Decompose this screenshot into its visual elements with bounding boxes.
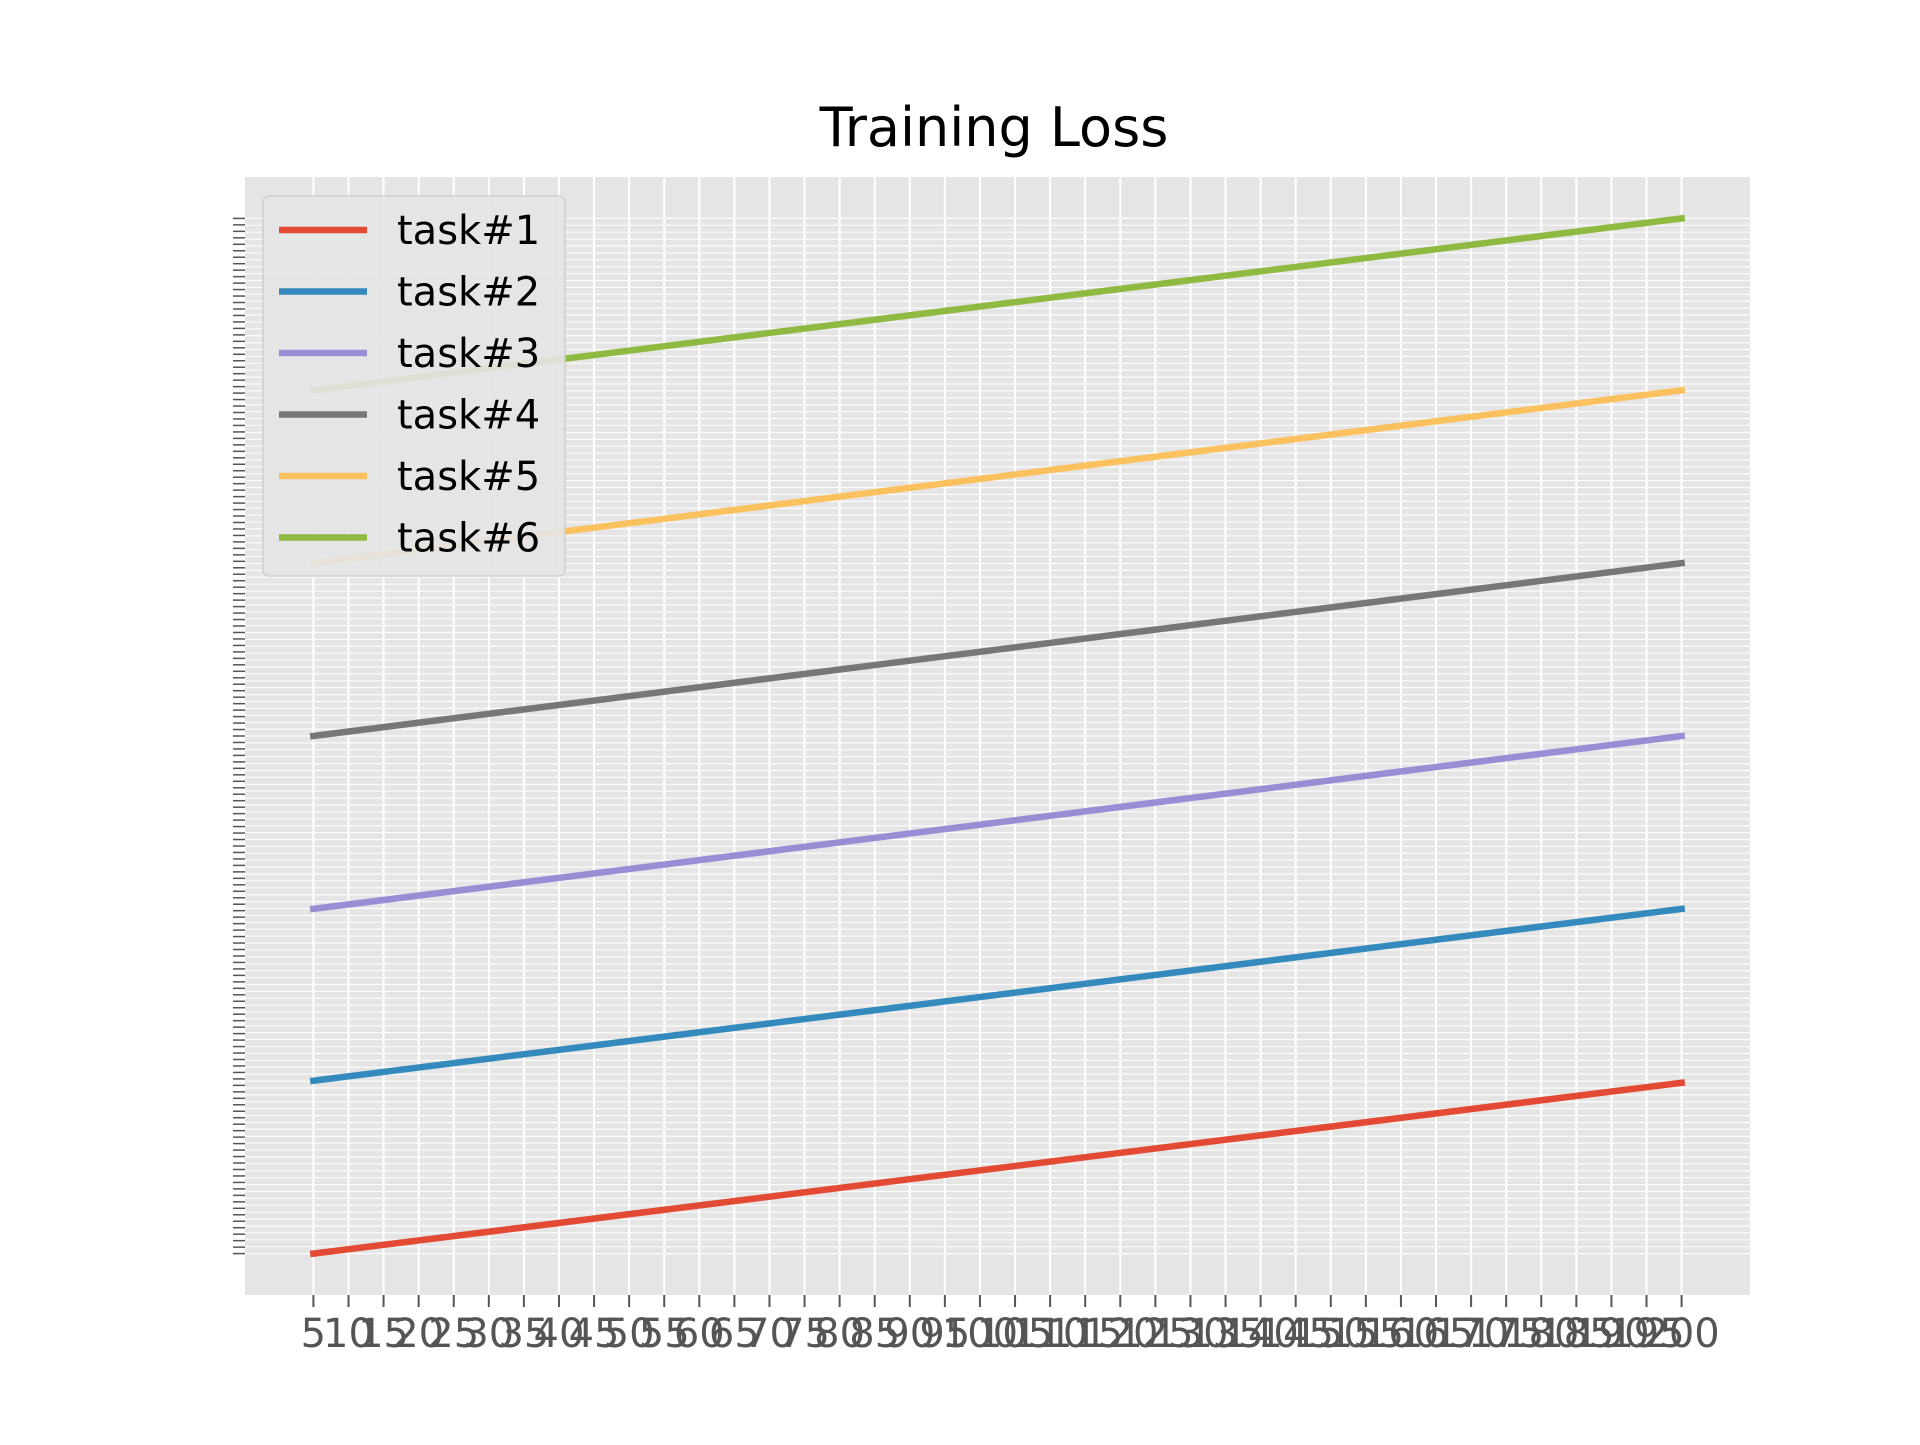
x-tick-label: 5 bbox=[301, 1311, 326, 1357]
series-line-task-1 bbox=[309, 1079, 1686, 1258]
x-tick-label: 40 bbox=[534, 1311, 585, 1357]
x-tick-label: 20 bbox=[393, 1311, 444, 1357]
x-tick-label: 100 bbox=[942, 1311, 1018, 1357]
chart-title: Training Loss bbox=[819, 96, 1169, 159]
x-tick-label: 10 bbox=[323, 1311, 374, 1357]
legend-label: task#4 bbox=[397, 393, 540, 439]
legend-label: task#6 bbox=[397, 516, 540, 562]
x-tick-label: 15 bbox=[358, 1311, 409, 1357]
x-tick-label: 75 bbox=[779, 1311, 830, 1357]
x-tick-label: 140 bbox=[1222, 1311, 1298, 1357]
x-tick-label: 95 bbox=[919, 1311, 970, 1357]
x-tick-label: 45 bbox=[569, 1311, 620, 1357]
x-tick-label: 195 bbox=[1608, 1311, 1684, 1357]
x-tick-label: 150 bbox=[1293, 1311, 1369, 1357]
x-tick-label: 25 bbox=[428, 1311, 479, 1357]
x-tick-label: 125 bbox=[1117, 1311, 1193, 1357]
x-tick-label: 130 bbox=[1152, 1311, 1228, 1357]
series-line-task-2 bbox=[309, 905, 1686, 1085]
legend: task#1 task#2 task#3 task#4 task#5 task#6 bbox=[262, 195, 566, 577]
x-tick-label: 160 bbox=[1363, 1311, 1439, 1357]
x-tick-label: 55 bbox=[639, 1311, 690, 1357]
x-tick-label: 155 bbox=[1328, 1311, 1404, 1357]
legend-label: task#1 bbox=[397, 208, 540, 254]
x-tick-label: 30 bbox=[463, 1311, 514, 1357]
y-axis-ticks bbox=[233, 217, 245, 1255]
series-line-task-3 bbox=[309, 732, 1686, 913]
x-tick-label: 180 bbox=[1503, 1311, 1579, 1357]
x-tick-label: 170 bbox=[1433, 1311, 1509, 1357]
x-tick-label: 85 bbox=[849, 1311, 900, 1357]
x-tick-label: 115 bbox=[1047, 1311, 1123, 1357]
x-tick-label: 50 bbox=[604, 1311, 655, 1357]
x-tick-label: 135 bbox=[1187, 1311, 1263, 1357]
x-tick-label: 185 bbox=[1538, 1311, 1614, 1357]
x-tick-label: 65 bbox=[709, 1311, 760, 1357]
x-tick-label: 165 bbox=[1398, 1311, 1474, 1357]
series-line-task-4 bbox=[309, 559, 1686, 740]
x-tick-label: 190 bbox=[1573, 1311, 1649, 1357]
legend-label: task#3 bbox=[397, 331, 540, 377]
x-tick-label: 200 bbox=[1643, 1311, 1719, 1357]
x-tick-label: 145 bbox=[1258, 1311, 1334, 1357]
x-tick-label: 60 bbox=[674, 1311, 725, 1357]
x-tick-label: 80 bbox=[814, 1311, 865, 1357]
legend-label: task#5 bbox=[397, 454, 540, 500]
legend-label: task#2 bbox=[397, 270, 540, 316]
x-axis-ticks: 5101520253035404550556065707580859095100… bbox=[301, 1295, 1720, 1357]
x-tick-label: 35 bbox=[498, 1311, 549, 1357]
x-tick-label: 105 bbox=[977, 1311, 1053, 1357]
x-tick-label: 110 bbox=[1012, 1311, 1088, 1357]
x-tick-label: 70 bbox=[744, 1311, 795, 1357]
x-tick-label: 90 bbox=[884, 1311, 935, 1357]
x-tick-label: 175 bbox=[1468, 1311, 1544, 1357]
x-tick-label: 120 bbox=[1082, 1311, 1158, 1357]
